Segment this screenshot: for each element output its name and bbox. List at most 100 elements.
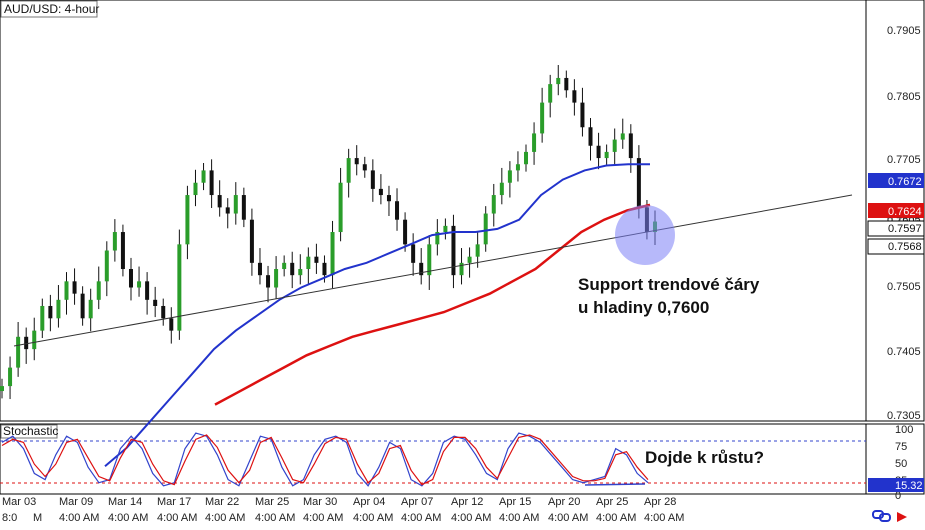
candle-body	[209, 170, 214, 196]
candle-body	[201, 170, 206, 183]
candle-body	[386, 195, 391, 202]
x-time: 4:00 AM	[596, 512, 636, 524]
stoch-annotation: Dojde k růstu?	[645, 448, 764, 467]
candle-body	[8, 367, 13, 387]
sma-blue-line	[104, 163, 650, 467]
chart-title: AUD/USD: 4-hour	[4, 2, 99, 16]
chart-title-box	[0, 0, 98, 18]
x-date: Mar 17	[157, 496, 191, 508]
candle-body	[548, 84, 553, 103]
x-date: Mar 22	[205, 496, 239, 508]
annotation-support-line2: u hladiny 0,7600	[578, 298, 709, 317]
candle-body	[596, 145, 601, 159]
candle-body	[636, 158, 641, 208]
candle-body	[507, 170, 512, 183]
candle-body	[524, 151, 529, 165]
x-date: Apr 15	[499, 496, 531, 508]
candle-body	[395, 201, 400, 220]
candle-body	[153, 299, 158, 306]
x-date: Mar 14	[108, 496, 142, 508]
x-time: 4:00 AM	[255, 512, 295, 524]
candle-body	[362, 164, 367, 171]
candle-body	[419, 262, 424, 276]
candle-body	[411, 244, 416, 263]
candle-body	[112, 232, 117, 251]
y-tick: 0.7805	[887, 91, 921, 103]
price-label-red: 0.7624	[888, 206, 922, 218]
candle-body	[346, 158, 351, 183]
candle-body	[161, 305, 166, 319]
candle-body	[0, 386, 4, 392]
candle-body	[628, 133, 633, 159]
x-axis-times: 8:0 M 4:00 AM 4:00 AM 4:00 AM 4:00 AM 4:…	[2, 512, 684, 524]
candle-body	[556, 77, 561, 85]
candle-body	[588, 127, 593, 146]
candle-body	[378, 188, 383, 196]
x-time: 4:00 AM	[59, 512, 99, 524]
candle-body	[217, 195, 222, 208]
candle-body	[48, 305, 53, 319]
candle-body	[169, 318, 174, 331]
x-date: Apr 04	[353, 496, 385, 508]
candle-body	[612, 139, 617, 152]
annotation-support-line1: Support trendové čáry	[578, 275, 760, 294]
x-time: 4:00 AM	[205, 512, 245, 524]
price-label-current: 0.7597	[888, 223, 922, 235]
candle-body	[467, 256, 472, 263]
candle-body	[185, 195, 190, 245]
price-label-low: 0.7568	[888, 241, 922, 253]
x-time: M	[33, 512, 42, 524]
price-label-blue-box	[868, 173, 924, 188]
stoch-label-box	[0, 424, 58, 439]
candle-body	[475, 244, 480, 257]
candle-body	[96, 281, 101, 300]
candle-body	[499, 182, 504, 196]
stoch-y-tick: 100	[895, 424, 913, 436]
x-date: Mar 03	[2, 496, 36, 508]
y-tick: 0.7405	[887, 346, 921, 358]
candle-body	[540, 102, 545, 134]
candle-body	[137, 281, 142, 288]
x-time: 8:0	[2, 512, 17, 524]
stoch-divergence-line	[584, 483, 646, 486]
candle-body	[24, 336, 29, 350]
arrow-right-icon[interactable]	[897, 512, 907, 522]
x-date: Apr 25	[596, 496, 628, 508]
price-label-low-box	[867, 238, 925, 255]
candle-body	[354, 158, 359, 165]
support-highlight-circle	[615, 205, 675, 265]
candle-body	[56, 299, 61, 319]
candle-body	[604, 151, 609, 159]
x-time: 4:00 AM	[548, 512, 588, 524]
candle-body	[338, 182, 343, 233]
stoch-y-tick: 50	[895, 458, 907, 470]
candle-body	[193, 182, 198, 196]
link-icon[interactable]	[872, 510, 891, 522]
x-time: 4:00 AM	[108, 512, 148, 524]
x-date: Mar 09	[59, 496, 93, 508]
candle-body	[427, 244, 432, 276]
candle-body	[241, 195, 246, 220]
candle-body	[491, 195, 496, 214]
price-labels: 0.7672 0.7624 0.7605 0.7597 0.7568	[867, 173, 925, 255]
main-panel-frame	[0, 0, 867, 422]
x-date: Apr 28	[644, 496, 676, 508]
candle-body	[483, 213, 488, 245]
candle-body	[306, 256, 311, 270]
candle-body	[443, 225, 448, 233]
price-label-red-box	[868, 203, 924, 218]
x-time: 4:00 AM	[499, 512, 539, 524]
candle-body	[403, 219, 408, 245]
candle-body	[282, 262, 287, 270]
candle-body	[314, 256, 319, 263]
x-time: 4:00 AM	[353, 512, 393, 524]
candle-body	[72, 281, 77, 294]
candle-body	[257, 262, 262, 276]
y-tick: 0.7305	[887, 410, 921, 422]
candle-body	[266, 275, 271, 288]
x-date: Apr 20	[548, 496, 580, 508]
candle-body	[515, 164, 520, 171]
candle-body	[370, 170, 375, 189]
